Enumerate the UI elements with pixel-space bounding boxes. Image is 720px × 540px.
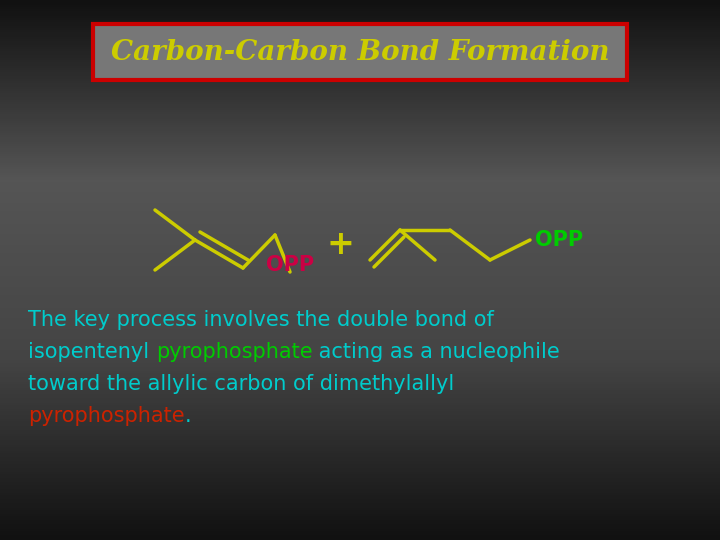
Text: acting as a nucleophile: acting as a nucleophile <box>312 342 560 362</box>
Text: isopentenyl: isopentenyl <box>28 342 156 362</box>
Text: OPP: OPP <box>266 255 314 275</box>
Text: pyrophosphate: pyrophosphate <box>156 342 312 362</box>
FancyBboxPatch shape <box>93 24 627 80</box>
Text: +: + <box>326 228 354 261</box>
Text: toward the allylic carbon of dimethylallyl: toward the allylic carbon of dimethylall… <box>28 374 454 394</box>
Text: OPP: OPP <box>535 230 583 250</box>
Text: pyrophosphate: pyrophosphate <box>28 406 184 426</box>
Text: .: . <box>184 406 192 426</box>
Text: Carbon-Carbon Bond Formation: Carbon-Carbon Bond Formation <box>111 39 609 66</box>
Text: The key process involves the double bond of: The key process involves the double bond… <box>28 310 494 330</box>
